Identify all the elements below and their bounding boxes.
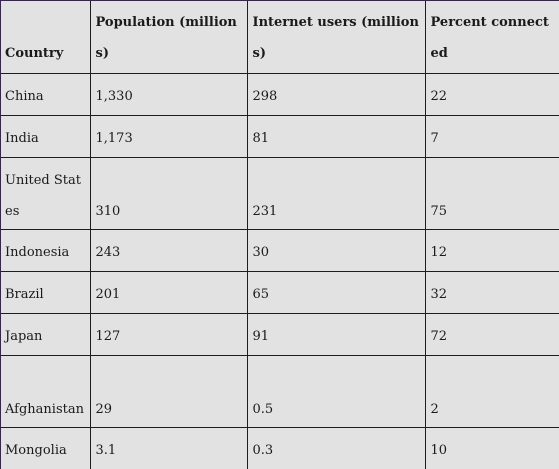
table-row: Afghanistan 29 0.5 2 <box>1 354 559 428</box>
cell-percent-connected: 72 <box>424 312 559 356</box>
table-row: India 1,173 81 7 <box>1 114 559 158</box>
cell-internet-users: 65 <box>246 270 426 314</box>
header-internet-users: Internet users (millions) <box>246 1 426 74</box>
cell-population: 1,330 <box>89 72 248 116</box>
cell-country: China <box>1 72 91 116</box>
cell-percent-connected: 22 <box>424 72 559 116</box>
table-row: United States 310 231 75 <box>1 156 559 230</box>
cell-population: 310 <box>89 156 248 230</box>
cell-country: India <box>1 114 91 158</box>
cell-population: 29 <box>89 354 248 428</box>
cell-internet-users: 0.3 <box>246 426 426 469</box>
cell-percent-connected: 10 <box>424 426 559 469</box>
table-row: Brazil 201 65 32 <box>1 270 559 314</box>
cell-country: United States <box>1 156 91 230</box>
cell-country: Indonesia <box>1 228 91 272</box>
cell-internet-users: 231 <box>246 156 426 230</box>
cell-percent-connected: 32 <box>424 270 559 314</box>
cell-country: Brazil <box>1 270 91 314</box>
cell-country: Afghanistan <box>1 354 91 428</box>
header-population: Population (millions) <box>89 1 248 74</box>
cell-internet-users: 91 <box>246 312 426 356</box>
table-row: China 1,330 298 22 <box>1 72 559 116</box>
cell-population: 243 <box>89 228 248 272</box>
header-country: Country <box>1 1 91 74</box>
table-row: Indonesia 243 30 12 <box>1 228 559 272</box>
cell-percent-connected: 12 <box>424 228 559 272</box>
table-row: Mongolia 3.1 0.3 10 <box>1 426 559 469</box>
cell-internet-users: 298 <box>246 72 426 116</box>
cell-population: 201 <box>89 270 248 314</box>
cell-population: 3.1 <box>89 426 248 469</box>
header-percent-connected: Percent connected <box>424 1 559 74</box>
cell-internet-users: 30 <box>246 228 426 272</box>
cell-population: 1,173 <box>89 114 248 158</box>
table-header-row: Country Population (millions) Internet u… <box>1 1 559 74</box>
cell-percent-connected: 75 <box>424 156 559 230</box>
cell-country: Mongolia <box>1 426 91 469</box>
cell-country: Japan <box>1 312 91 356</box>
cell-internet-users: 81 <box>246 114 426 158</box>
cell-internet-users: 0.5 <box>246 354 426 428</box>
cell-percent-connected: 7 <box>424 114 559 158</box>
table-row: Japan 127 91 72 <box>1 312 559 356</box>
cell-population: 127 <box>89 312 248 356</box>
cell-percent-connected: 2 <box>424 354 559 428</box>
